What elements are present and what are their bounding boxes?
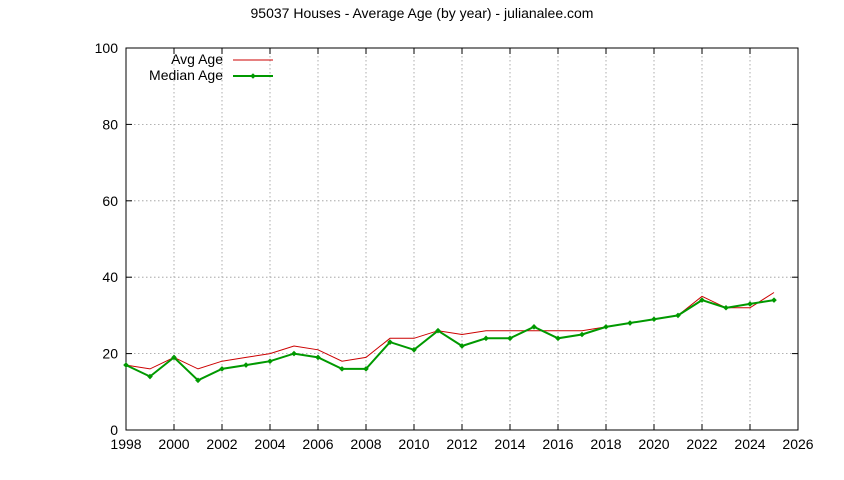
data-point-median-age	[219, 366, 225, 372]
y-tick-label: 60	[102, 193, 118, 209]
x-tick-label: 2024	[734, 436, 765, 452]
data-point-median-age	[291, 350, 297, 357]
x-tick-label: 2002	[206, 436, 237, 452]
series-layer	[123, 292, 777, 384]
legend-label-avg-age: Avg Age	[171, 51, 223, 67]
data-point-median-age	[459, 343, 465, 349]
x-tick-label: 2018	[590, 436, 621, 452]
x-tick-label: 2026	[782, 436, 813, 452]
y-tick-label: 0	[110, 422, 118, 438]
grid	[126, 48, 798, 430]
y-tick-label: 80	[102, 116, 118, 132]
data-point-median-age	[555, 335, 561, 342]
data-point-median-age	[483, 335, 489, 342]
data-point-median-age	[579, 331, 585, 338]
data-point-median-age	[747, 301, 753, 307]
data-point-median-age	[147, 373, 153, 380]
data-point-median-age	[363, 366, 369, 372]
x-tick-label: 2004	[254, 436, 285, 452]
x-tick-label: 2014	[494, 436, 525, 452]
data-point-median-age	[243, 362, 249, 368]
series-line-median-age	[125, 299, 775, 382]
plot-frame	[125, 47, 799, 431]
data-point-median-age	[339, 366, 345, 372]
x-tick-label: 2016	[542, 436, 573, 452]
data-point-median-age	[171, 354, 177, 361]
data-point-median-age	[315, 354, 321, 361]
y-tick-label: 40	[102, 269, 118, 285]
legend-label-median-age: Median Age	[149, 67, 223, 83]
data-point-median-age	[435, 327, 441, 334]
data-point-median-age	[603, 324, 609, 330]
x-tick-label: 2006	[302, 436, 333, 452]
series-line-avg-age	[125, 292, 775, 370]
data-point-median-age	[267, 358, 273, 365]
x-tick-label: 2020	[638, 436, 669, 452]
x-tick-label: 2010	[398, 436, 429, 452]
x-tick-label: 2008	[350, 436, 381, 452]
x-tick-label: 2022	[686, 436, 717, 452]
data-point-median-age	[411, 346, 417, 353]
x-tick-label: 1998	[110, 436, 141, 452]
data-point-median-age	[771, 297, 777, 303]
x-tick-label: 2000	[158, 436, 189, 452]
data-point-median-age	[723, 304, 729, 311]
data-point-median-age	[675, 312, 681, 319]
legend: Avg Age Median Age	[149, 51, 273, 83]
data-point-median-age	[195, 377, 201, 384]
data-point-median-age	[387, 339, 393, 345]
axes: 1998 2000 2002 2004 2006 2008 2010 2012 2014 2016…	[95, 40, 814, 452]
data-point-median-age	[651, 316, 657, 323]
x-tick-label: 2012	[446, 436, 477, 452]
data-point-median-age	[123, 362, 129, 368]
chart-title: 95037 Houses - Average Age (by year) - j…	[251, 5, 594, 21]
data-point-median-age	[507, 335, 513, 342]
legend-marker-median-age	[250, 73, 256, 79]
data-point-median-age	[699, 297, 705, 303]
y-tick-label: 20	[102, 346, 118, 362]
data-point-median-age	[627, 320, 633, 326]
data-point-median-age	[531, 324, 537, 330]
y-tick-label: 100	[95, 40, 119, 56]
